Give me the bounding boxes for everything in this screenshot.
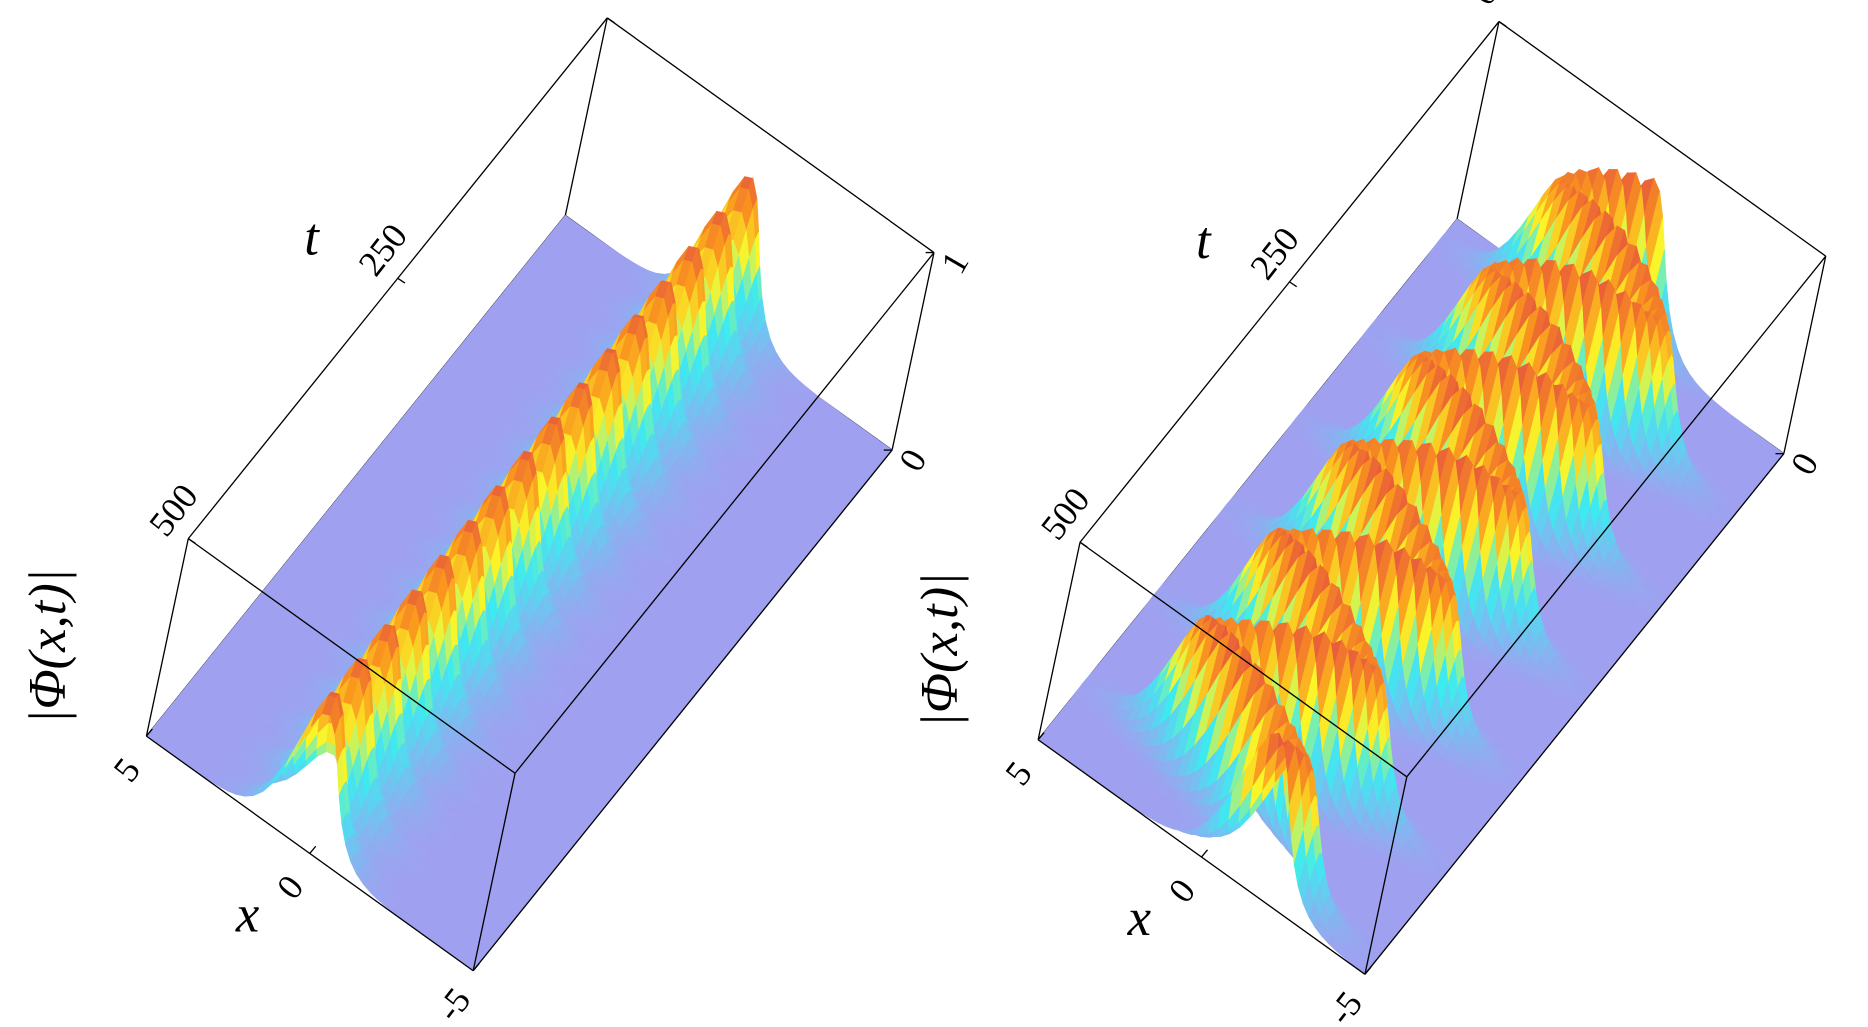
surface bbox=[145, 176, 893, 972]
box-edge bbox=[564, 17, 608, 216]
box-edge bbox=[606, 17, 935, 254]
box-edge bbox=[891, 252, 935, 451]
